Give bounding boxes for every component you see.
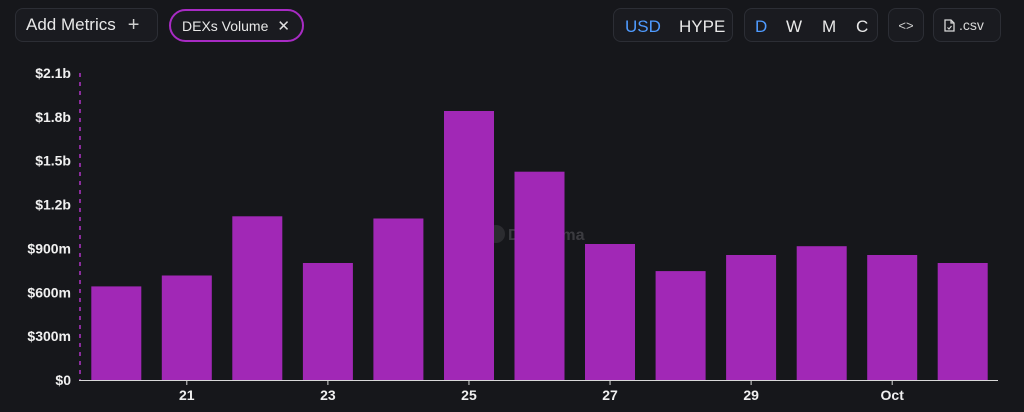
period-toggle: D W M C — [744, 8, 878, 42]
bar[interactable] — [796, 246, 847, 380]
code-icon: <> — [898, 17, 914, 33]
bar[interactable] — [302, 263, 353, 380]
currency-option-hype[interactable]: HYPE — [679, 17, 726, 36]
y-tick-label: $0 — [55, 372, 71, 388]
bar[interactable] — [655, 271, 706, 380]
bar[interactable] — [726, 255, 777, 380]
period-option-c[interactable]: C — [856, 17, 869, 36]
period-option-w[interactable]: W — [786, 17, 803, 36]
bar[interactable] — [937, 263, 988, 380]
add-metrics-label: Add Metrics — [26, 15, 116, 34]
x-tick-label: 29 — [743, 387, 759, 403]
embed-button[interactable]: <> — [888, 8, 924, 42]
bars — [91, 111, 988, 381]
bar[interactable] — [867, 255, 918, 380]
bar[interactable] — [585, 244, 635, 380]
y-tick-label: $300m — [27, 328, 71, 344]
bar[interactable] — [91, 286, 142, 380]
metric-chip-dexs-volume[interactable]: DEXs Volume ✕ — [169, 9, 304, 42]
period-option-d[interactable]: D — [755, 17, 768, 36]
download-csv-button[interactable]: .csv — [933, 8, 1001, 42]
y-tick-label: $1.2b — [35, 197, 71, 213]
y-tick-label: $1.8b — [35, 109, 71, 125]
y-axis: $0 $300m $600m $900m $1.2b $1.5b $1.8b $2.1b — [27, 65, 81, 388]
add-metrics-button[interactable]: Add Metrics + — [15, 8, 158, 42]
x-tick-label: 25 — [461, 387, 477, 403]
chart-toolbar: Add Metrics + DEXs Volume ✕ USD HYPE D W… — [0, 0, 1024, 50]
period-option-m[interactable]: M — [822, 17, 837, 36]
download-csv-label: .csv — [959, 17, 984, 33]
plus-icon: + — [127, 13, 140, 36]
y-tick-label: $600m — [27, 284, 71, 300]
x-tick-label: 21 — [179, 387, 195, 403]
bar[interactable] — [444, 111, 494, 380]
file-icon — [944, 18, 955, 32]
y-tick-label: $900m — [27, 240, 71, 256]
currency-option-usd[interactable]: USD — [625, 17, 661, 36]
bar[interactable] — [514, 171, 565, 380]
x-tick-label: Oct — [881, 387, 905, 403]
y-tick-label: $2.1b — [35, 65, 71, 81]
bar[interactable] — [373, 218, 424, 381]
metric-chip-label: DEXs Volume — [182, 17, 269, 34]
x-tick-label: 23 — [320, 387, 336, 403]
x-axis: 21 23 25 27 29 Oct — [79, 380, 998, 403]
bar[interactable] — [161, 275, 212, 381]
y-tick-label: $1.5b — [35, 153, 71, 169]
close-icon[interactable]: ✕ — [277, 17, 290, 35]
dexs-volume-bar-chart: DefiLlama $0$300m$600m$900m$1.2b$1.5b$1.… — [27, 65, 998, 403]
x-tick-label: 27 — [602, 387, 618, 403]
bar[interactable] — [232, 216, 283, 380]
currency-toggle: USD HYPE — [613, 8, 733, 42]
